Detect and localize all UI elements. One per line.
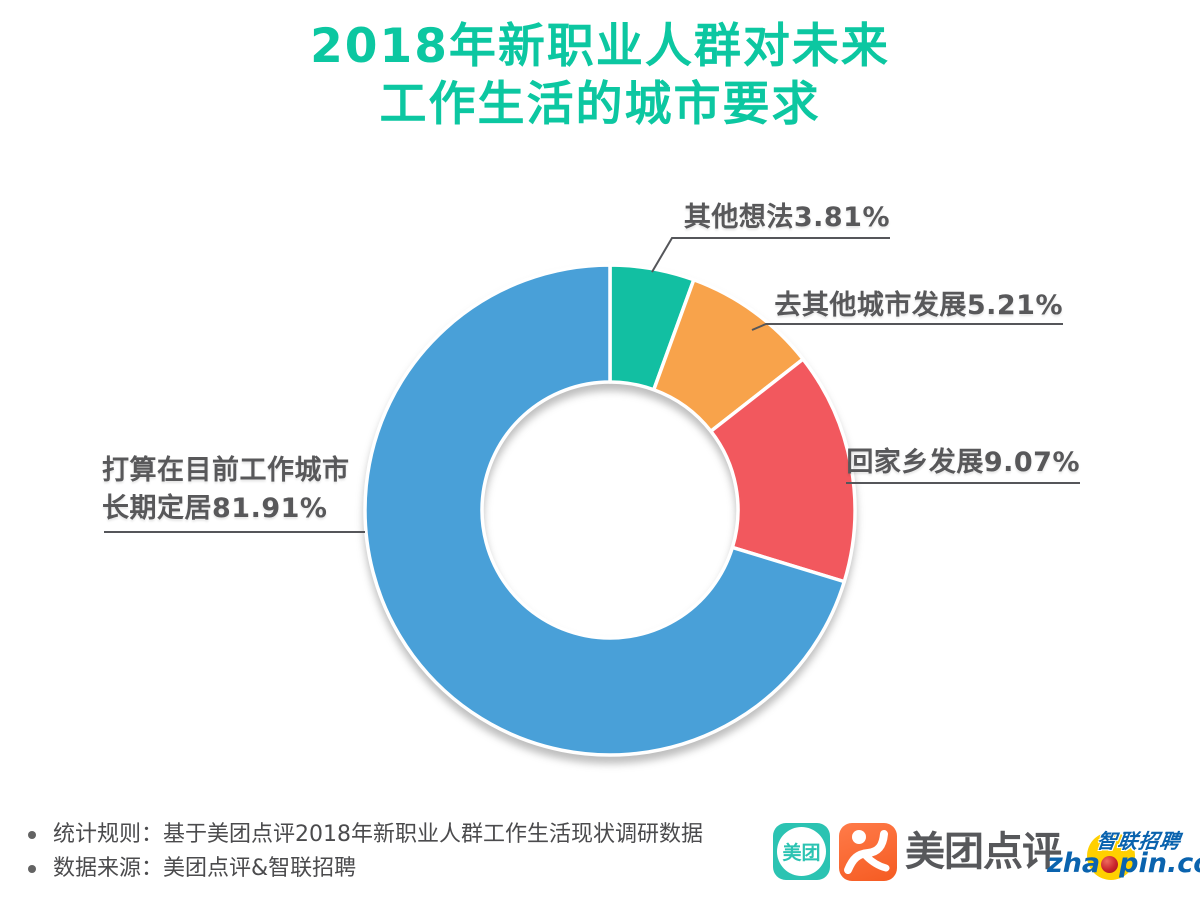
callout-leader-lines: [104, 237, 1080, 533]
title-line-1: 2018年新职业人群对未来: [310, 19, 890, 74]
leader-other-ideas: [651, 237, 890, 273]
bullet-icon: [28, 830, 36, 839]
note-statistics-rule: 统计规则：基于美团点评2018年新职业人群工作生活现状调研数据: [28, 822, 703, 847]
footer-notes: 统计规则：基于美团点评2018年新职业人群工作生活现状调研数据 数据来源：美团点…: [28, 822, 703, 890]
callout-stay-line-1: 打算在目前工作城市: [102, 455, 350, 486]
note-text: 统计规则：基于美团点评2018年新职业人群工作生活现状调研数据: [53, 822, 703, 847]
page-title: 2018年新职业人群对未来 工作生活的城市要求: [0, 18, 1200, 134]
leader-other-city: [751, 323, 1063, 331]
callout-stay-line-2: 长期定居81.91%: [102, 493, 328, 524]
note-text: 数据来源：美团点评&智联招聘: [53, 856, 357, 881]
callout-other-ideas: 其他想法3.81%: [683, 202, 890, 233]
donut-segment-stay-current-city: [363, 263, 847, 757]
callout-stay-current-city: 打算在目前工作城市 长期定居81.91%: [102, 452, 402, 528]
donut-segments: [363, 263, 857, 757]
bullet-icon: [28, 864, 36, 873]
callout-hometown: 回家乡发展9.07%: [846, 447, 1080, 478]
title-line-2: 工作生活的城市要求: [379, 77, 821, 132]
donut-segment-hometown: [709, 357, 857, 584]
callout-other-city: 去其他城市发展5.21%: [774, 290, 1063, 321]
note-data-source: 数据来源：美团点评&智联招聘: [28, 856, 703, 881]
